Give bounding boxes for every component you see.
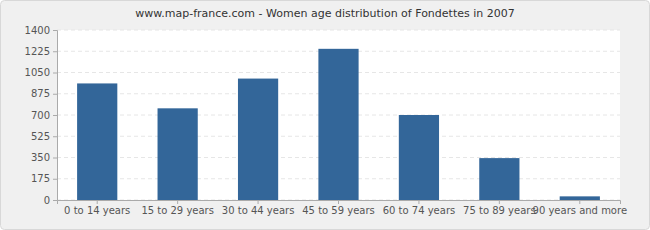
tick-label: 1400 [25,25,50,36]
tick: 175 [31,173,57,184]
tick-mark [338,200,339,204]
bar [158,108,198,200]
tick-mark [418,200,419,204]
tick-mark [53,51,57,52]
x-axis: 0 to 14 years 15 to 29 years 30 to 44 year… [58,200,628,216]
tick-label: 1050 [25,67,50,78]
tick: 1400 [25,25,57,36]
tick-mark [53,179,57,180]
bar [399,115,439,200]
title: www.map-france.com - Women age distribut… [135,7,514,20]
tick: 75 to 89 years [463,200,536,216]
tick-label: 350 [31,152,50,163]
tick-mark [499,200,500,204]
tick-mark [53,136,57,137]
bar [77,83,117,200]
y-axis: 0 175 350 525 700 875 1050 1225 1400 [25,25,58,206]
tick-label: 60 to 74 years [383,205,456,216]
tick-mark [53,115,57,116]
bars [77,49,600,200]
tick-label: 90 years and more [533,205,628,216]
axis-line [58,201,621,205]
tick-mark [53,30,57,31]
tick-mark [53,200,57,201]
tick-label: 175 [31,173,50,184]
tick-label: 45 to 59 years [302,205,375,216]
bar [479,158,519,200]
tick: 0 [44,195,57,206]
tick-mark [258,200,259,204]
bar [560,196,600,200]
tick: 350 [31,152,57,163]
tick-label: 875 [31,88,50,99]
tick-label: 15 to 29 years [141,205,214,216]
axis-line [53,31,58,201]
plot: 0 175 350 525 700 875 1050 1225 1400 0 to 14 year… [25,25,627,216]
tick-mark [579,200,580,204]
tick: 45 to 59 years [302,200,375,216]
tick-label: 75 to 89 years [463,205,536,216]
bar [318,49,358,200]
grid-line [57,30,620,31]
tick: 525 [31,131,57,142]
tick-label: 30 to 44 years [222,205,295,216]
tick: 90 years and more [533,200,628,216]
tick-mark [53,94,57,95]
bar [238,79,278,200]
tick-label: 1225 [25,46,50,57]
background [1,1,650,230]
tick-label: 700 [31,110,50,121]
tick-mark [53,73,57,74]
tick: 1225 [25,46,57,57]
plot-area [57,30,620,200]
tick: 30 to 44 years [222,200,295,216]
tick-mark [177,200,178,204]
tick-label: 0 to 14 years [64,205,130,216]
tick-mark [53,158,57,159]
tick-label: 0 [44,195,50,206]
tick-mark [97,200,98,204]
tick: 60 to 74 years [383,200,456,216]
tick: 15 to 29 years [141,200,214,216]
tick-label: 525 [31,131,50,142]
tick: 875 [31,88,57,99]
grid [57,30,620,200]
tick: 700 [31,110,57,121]
tick: 0 to 14 years [64,200,130,216]
tick: 1050 [25,67,57,78]
chart: www.map-france.com - Women age distribut… [0,0,650,230]
